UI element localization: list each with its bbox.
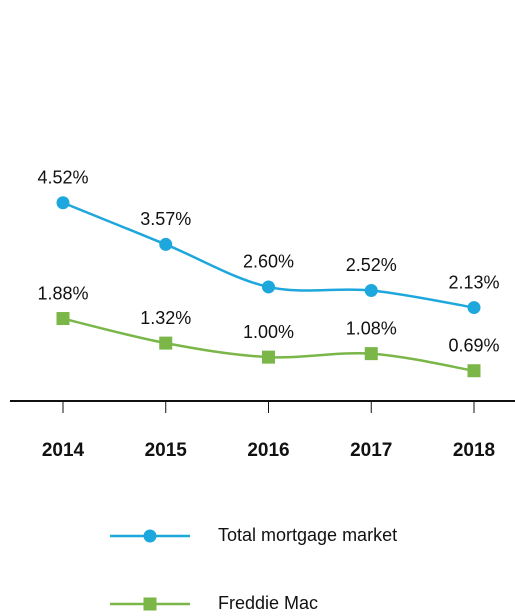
legend-label: Total mortgage market [218, 525, 397, 545]
x-tick-label: 2018 [453, 440, 495, 461]
legend-label: Freddie Mac [218, 593, 318, 613]
marker [159, 336, 173, 350]
data-label: 2.52% [346, 255, 397, 275]
data-label: 4.52% [37, 168, 88, 188]
marker [467, 301, 481, 315]
x-tick-label: 2017 [350, 440, 392, 461]
marker [143, 597, 157, 611]
marker [467, 364, 481, 378]
data-label: 0.69% [448, 335, 499, 355]
data-label: 1.32% [140, 308, 191, 328]
marker [364, 283, 378, 297]
data-label: 1.00% [243, 322, 294, 342]
marker [159, 237, 173, 251]
marker [143, 529, 157, 543]
data-label: 3.57% [140, 209, 191, 229]
marker [364, 347, 378, 361]
x-tick-label: 2016 [247, 440, 289, 461]
data-label: 2.13% [448, 272, 499, 292]
marker [262, 280, 275, 294]
x-tick-label: 2014 [42, 440, 85, 461]
marker [56, 196, 70, 210]
data-label: 1.08% [346, 318, 397, 338]
x-tick-label: 2015 [145, 440, 188, 461]
data-label: 1.88% [37, 283, 88, 303]
data-label: 2.60% [243, 252, 294, 272]
marker [262, 350, 275, 364]
marker [56, 312, 70, 326]
